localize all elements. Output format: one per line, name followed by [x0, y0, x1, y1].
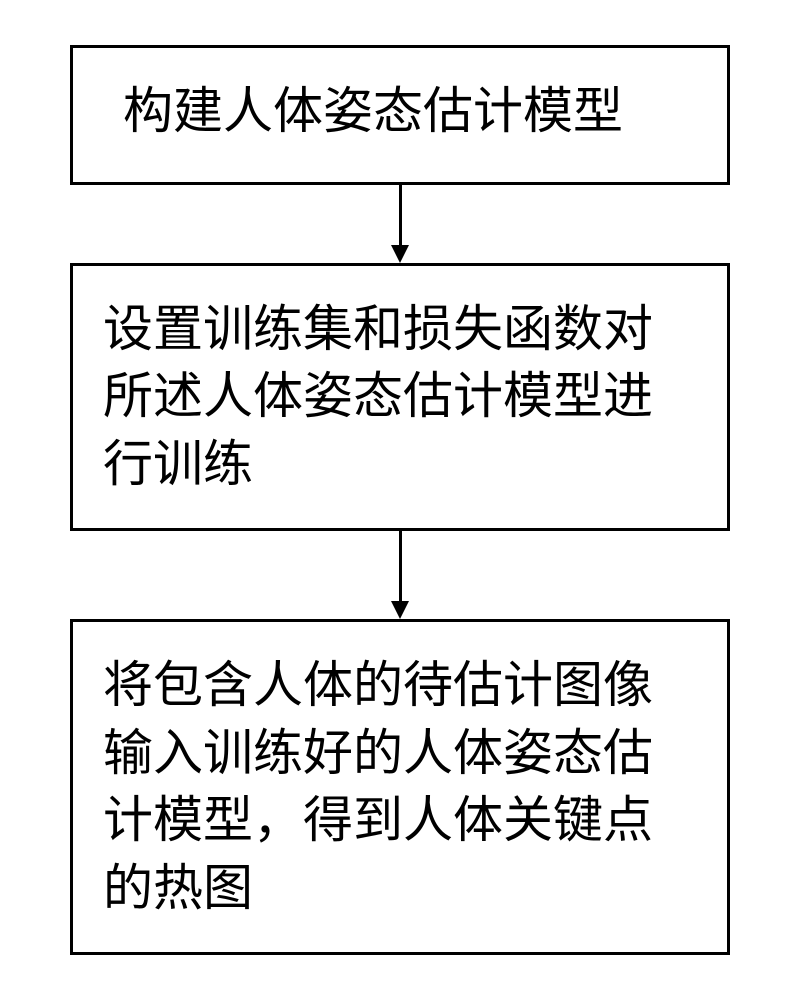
flow-node-text: 构建人体姿态估计模型 [123, 78, 623, 146]
flowchart-container: 构建人体姿态估计模型 设置训练集和损失函数对所述人体姿态估计模型进行训练 将包含… [0, 15, 800, 986]
flow-node-text: 设置训练集和损失函数对所述人体姿态估计模型进行训练 [103, 296, 697, 499]
arrow-head-icon [391, 601, 409, 619]
arrow-line [399, 531, 402, 601]
flow-node-build-model: 构建人体姿态估计模型 [70, 45, 730, 185]
arrow-line [399, 185, 402, 245]
flow-node-infer-heatmap: 将包含人体的待估计图像输入训练好的人体姿态估计模型，得到人体关键点的热图 [70, 619, 730, 955]
flow-node-train-model: 设置训练集和损失函数对所述人体姿态估计模型进行训练 [70, 263, 730, 532]
flow-arrow-1 [391, 185, 409, 263]
flow-node-text: 将包含人体的待估计图像输入训练好的人体姿态估计模型，得到人体关键点的热图 [103, 652, 697, 922]
arrow-head-icon [391, 245, 409, 263]
flow-arrow-2 [391, 531, 409, 619]
